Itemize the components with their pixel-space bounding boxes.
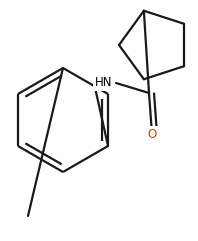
Text: O: O bbox=[147, 127, 157, 141]
Text: HN: HN bbox=[95, 76, 113, 89]
